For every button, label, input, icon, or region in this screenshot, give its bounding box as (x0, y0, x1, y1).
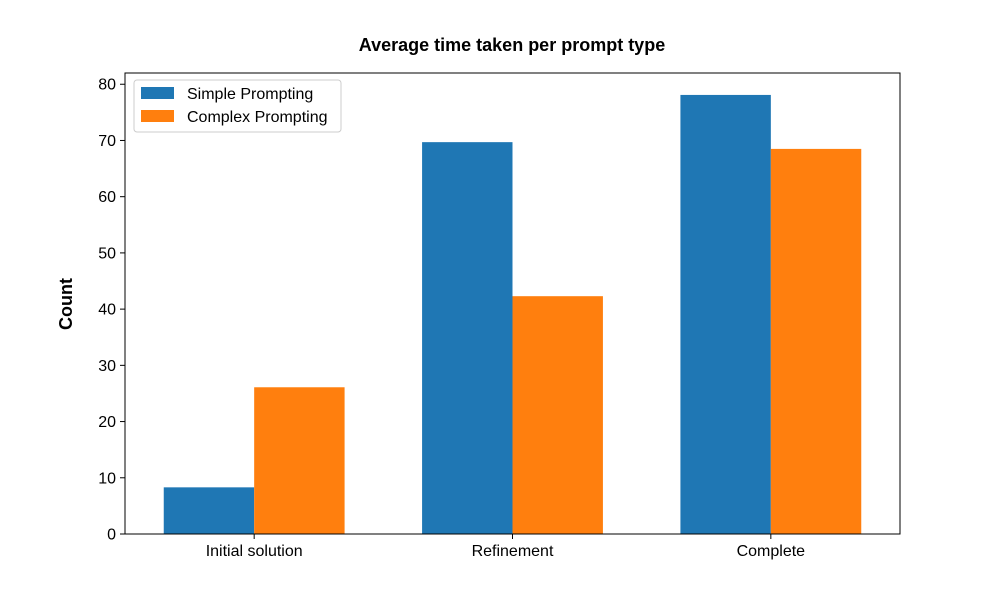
legend-swatch-0 (141, 87, 174, 99)
legend-label-0: Simple Prompting (187, 86, 313, 103)
x-tick-label-0: Initial solution (206, 543, 303, 560)
y-tick-label-7: 70 (98, 133, 116, 150)
x-tick-label-1: Refinement (472, 543, 554, 560)
y-tick-label-6: 60 (98, 189, 116, 206)
bar-simple-prompting-2 (680, 94, 771, 535)
y-tick-label-4: 40 (98, 302, 116, 319)
legend-box (133, 79, 342, 133)
y-tick-label-3: 30 (98, 358, 116, 375)
y-tick-label-0: 0 (107, 527, 116, 544)
bar-simple-prompting-0 (163, 487, 255, 534)
bar-complex-prompting-2 (770, 148, 862, 534)
bar-simple-prompting-1 (422, 142, 513, 534)
chart-title: Average time taken per prompt type (359, 35, 665, 55)
bar-complex-prompting-0 (254, 387, 345, 534)
y-axis-label: Count (56, 278, 76, 330)
x-tick-label-2: Complete (737, 543, 806, 560)
y-tick-label-2: 20 (98, 414, 116, 431)
bar-complex-prompting-1 (512, 296, 603, 534)
y-tick-label-1: 10 (98, 470, 116, 487)
legend-swatch-1 (141, 110, 174, 122)
plot-area: 0 10 20 30 40 50 60 70 80 Initial solution Refinem… (98, 72, 901, 560)
legend-label-1: Complex Prompting (187, 109, 328, 126)
y-tick-label-8: 80 (98, 77, 116, 94)
y-tick-label-5: 50 (98, 245, 116, 262)
